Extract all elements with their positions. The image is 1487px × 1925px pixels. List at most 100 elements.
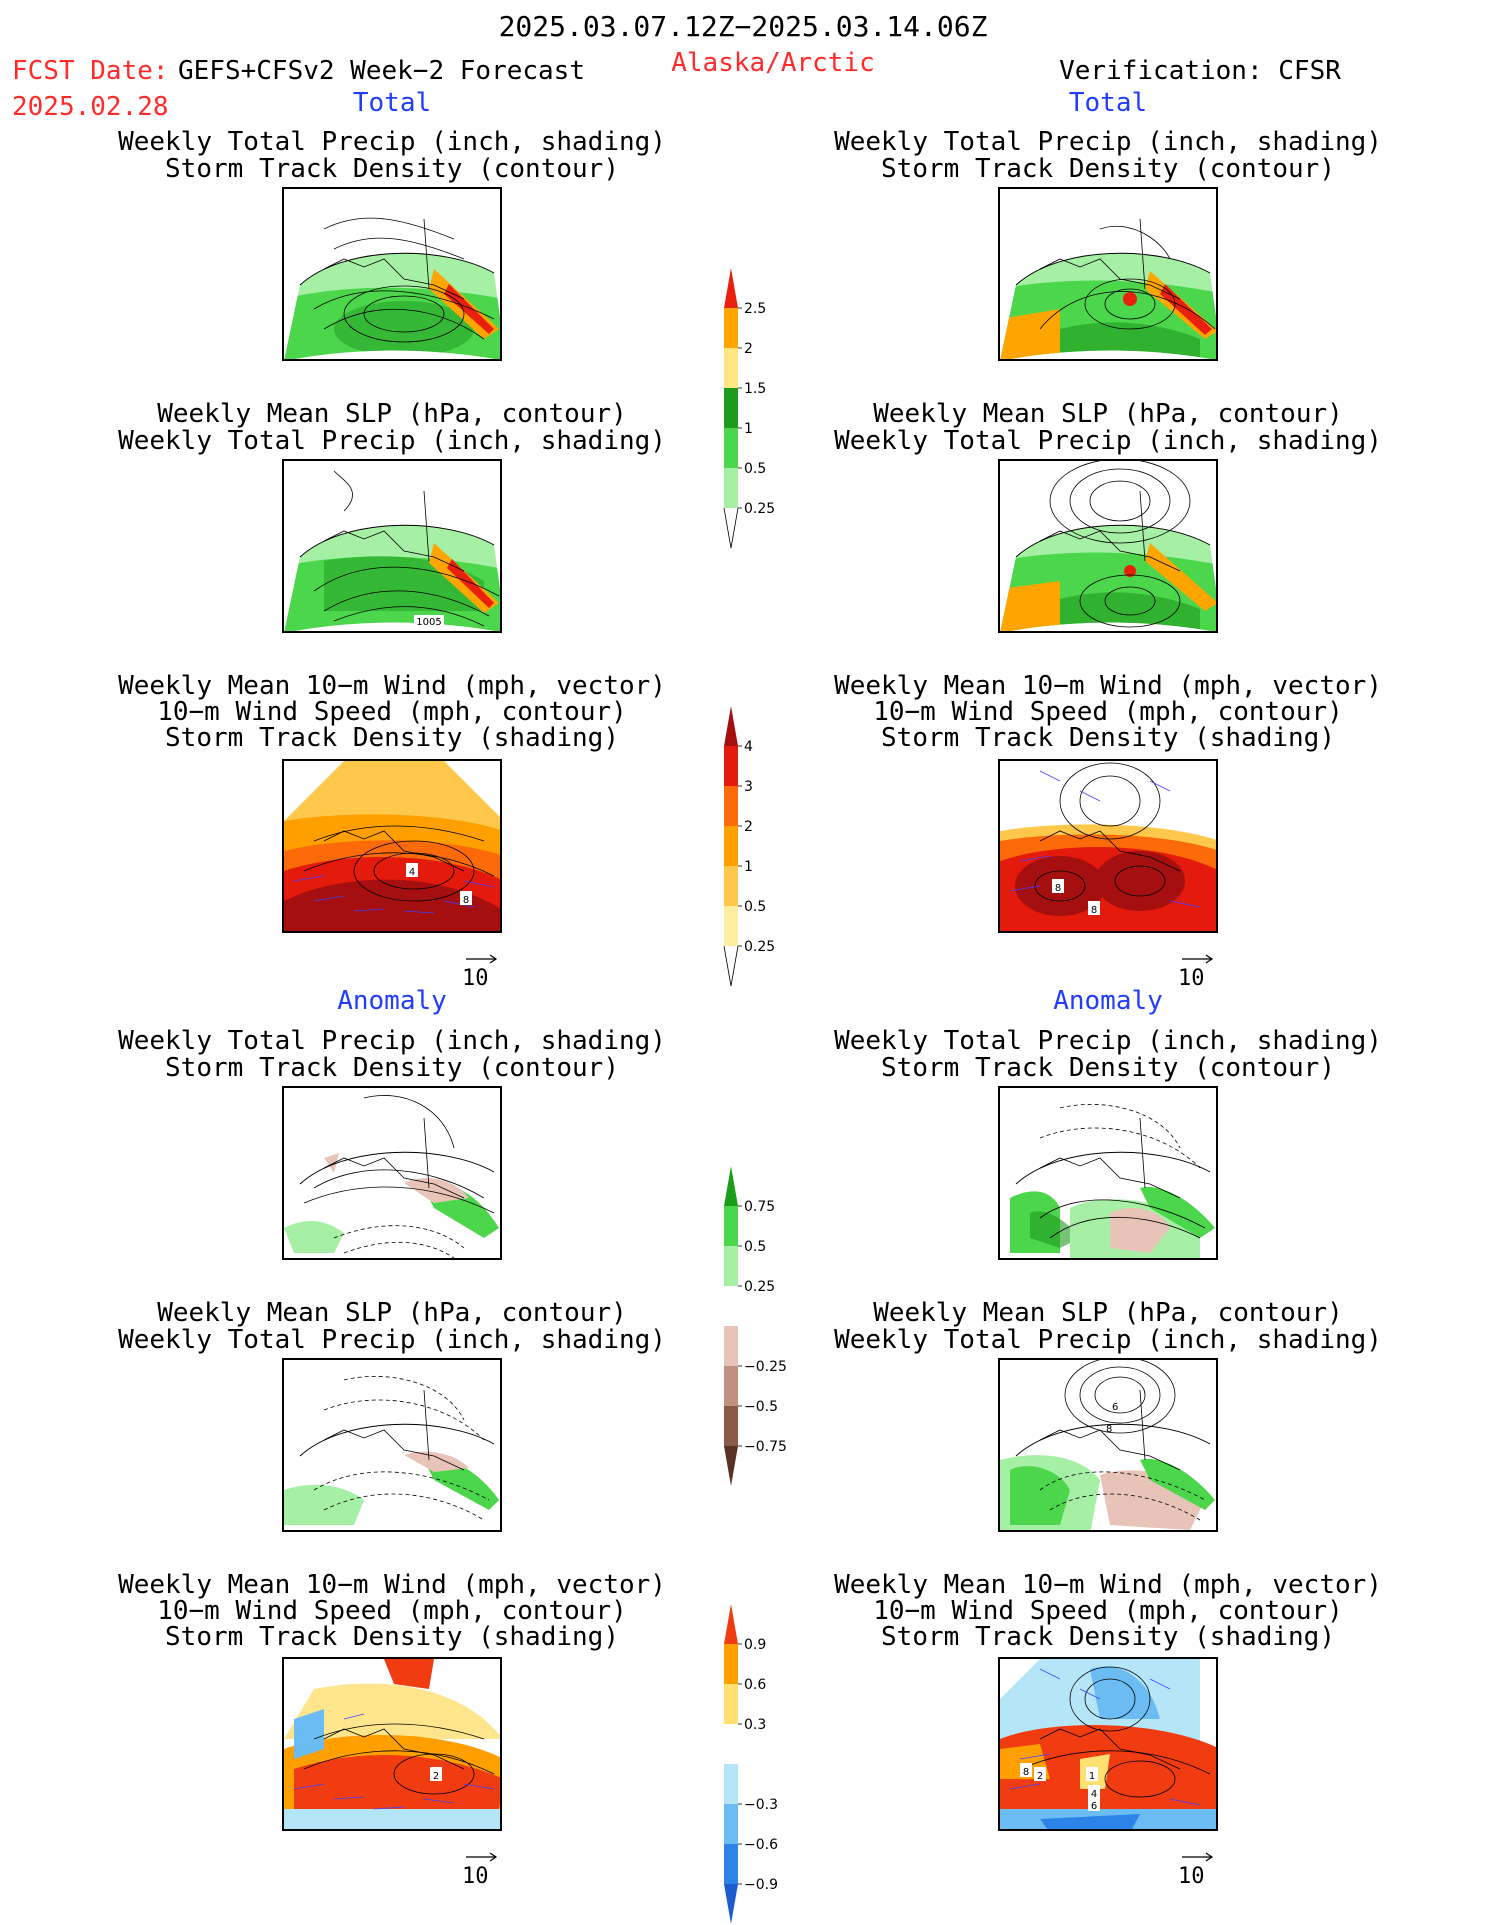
title-wind-anom-right-1: Weekly Mean 10−m Wind (mph, vector)	[834, 1570, 1382, 1600]
storm-total-swatch-3	[724, 826, 738, 866]
storm-anom-label-2: 0.3	[744, 1717, 766, 1733]
title-wind-total-right-2: 10−m Wind Speed (mph, contour)	[873, 697, 1343, 727]
title-wind-anom-left-1: Weekly Mean 10−m Wind (mph, vector)	[118, 1570, 666, 1600]
title-wind-anom-left-2: 10−m Wind Speed (mph, contour)	[157, 1596, 627, 1626]
map-slp-precip-anom-verif: 6 8	[998, 1358, 1218, 1532]
precip-anom-swatch-5	[724, 1366, 738, 1406]
precip-anom-swatch-3	[724, 1286, 738, 1326]
precip-anom-label-3: −0.25	[744, 1359, 787, 1375]
contour-label-wind-av-6: 6	[1091, 1801, 1097, 1812]
storm-anom-top-triangle	[724, 1604, 738, 1644]
map-wind-storm-total-fcst: 4 8	[282, 759, 502, 933]
precip-anom-swatch-4	[724, 1326, 738, 1366]
storm-anom-swatch-6	[724, 1844, 738, 1884]
precip-anom-label-1: 0.5	[744, 1239, 766, 1255]
contour-label-wind-av-2: 2	[1037, 1771, 1043, 1782]
precip-total-bottom-cap	[723, 507, 739, 549]
precip-total-label-0: 2.5	[744, 301, 766, 317]
storm-total-label-3: 1	[744, 859, 753, 875]
title-wind-total-right-1: Weekly Mean 10−m Wind (mph, vector)	[834, 671, 1382, 701]
colorbar-storm-total: 4 3 2 1 0.5 0.25	[720, 706, 790, 1000]
vector-reference-3: 10	[462, 1850, 502, 1890]
precip-total-swatch-1	[724, 308, 738, 348]
title-wind-anom-left-3: Storm Track Density (shading)	[165, 1622, 619, 1652]
precip-total-label-1: 2	[744, 341, 753, 357]
precip-total-swatch-4	[724, 428, 738, 468]
date-range-title: 2025.03.07.12Z−2025.03.14.06Z	[498, 10, 988, 43]
storm-anom-swatch-4	[724, 1764, 738, 1804]
colorbar-precip-total: 2.5 2 1.5 1 0.5 0.25	[720, 268, 790, 562]
storm-anom-label-3: −0.3	[744, 1797, 778, 1813]
map-slp-precip-anom-fcst	[282, 1358, 502, 1532]
map-precip-storm-anom-fcst	[282, 1086, 502, 1260]
colorbar-precip-anom: 0.75 0.5 0.25 −0.25 −0.5 −0.75	[720, 1166, 790, 1486]
title-slp-anom-left-2: Weekly Total Precip (inch, shading)	[118, 1325, 666, 1355]
colorbar-storm-anom: 0.9 0.6 0.3 −0.3 −0.6 −0.9	[720, 1604, 790, 1924]
title-slp-total-left-1: Weekly Mean SLP (hPa, contour)	[157, 399, 627, 429]
storm-total-label-5: 0.25	[744, 939, 775, 955]
title-precip-storm-total-left-2: Storm Track Density (contour)	[165, 154, 619, 184]
map-wind-storm-total-verif: 8 8	[998, 759, 1218, 933]
title-wind-anom-right-3: Storm Track Density (shading)	[881, 1622, 1335, 1652]
precip-anom-label-4: −0.5	[744, 1399, 778, 1415]
title-precip-storm-anom-left-2: Storm Track Density (contour)	[165, 1053, 619, 1083]
section-total-left: Total	[352, 88, 432, 118]
storm-anom-label-1: 0.6	[744, 1677, 766, 1693]
fcst-label: FCST Date:	[12, 56, 169, 86]
section-anomaly-right: Anomaly	[1053, 986, 1163, 1016]
precip-total-swatch-3	[724, 388, 738, 428]
storm-anom-swatch-3	[724, 1724, 738, 1764]
storm-total-label-4: 0.5	[744, 899, 766, 915]
title-wind-total-right-3: Storm Track Density (shading)	[881, 723, 1335, 753]
map-precip-storm-anom-verif	[998, 1086, 1218, 1260]
precip-anom-label-0: 0.75	[744, 1199, 775, 1215]
title-slp-anom-right-2: Weekly Total Precip (inch, shading)	[834, 1325, 1382, 1355]
title-precip-storm-total-right-1: Weekly Total Precip (inch, shading)	[834, 127, 1382, 157]
title-precip-storm-anom-right-1: Weekly Total Precip (inch, shading)	[834, 1026, 1382, 1056]
precip-total-swatch-5	[724, 468, 738, 508]
title-wind-anom-right-2: 10−m Wind Speed (mph, contour)	[873, 1596, 1343, 1626]
storm-anom-bottom-triangle	[724, 1884, 738, 1924]
precip-total-label-5: 0.25	[744, 501, 775, 517]
precip-anom-label-2: 0.25	[744, 1279, 775, 1295]
contour-label-wind-anom-2: 2	[433, 1771, 439, 1782]
storm-total-top-triangle	[724, 706, 738, 746]
storm-total-swatch-4	[724, 866, 738, 906]
contour-label-1005: 1005	[416, 617, 441, 628]
precip-anom-bottom-triangle	[724, 1446, 738, 1486]
title-slp-anom-left-1: Weekly Mean SLP (hPa, contour)	[157, 1298, 627, 1328]
storm-anom-label-4: −0.6	[744, 1837, 778, 1853]
map-slp-precip-total-verif	[998, 459, 1218, 633]
storm-total-bottom-cap	[723, 945, 739, 987]
title-wind-total-left-3: Storm Track Density (shading)	[165, 723, 619, 753]
vector-reference-2: 10	[1178, 952, 1218, 992]
contour-label-wind-av-8: 8	[1023, 1767, 1029, 1778]
title-slp-total-left-2: Weekly Total Precip (inch, shading)	[118, 426, 666, 456]
contour-label-slp-v-6: 6	[1112, 1402, 1118, 1413]
map-wind-storm-anom-verif: 8 2 1 4 6	[998, 1657, 1218, 1831]
storm-total-label-0: 4	[744, 739, 753, 755]
contour-label-slp-v-8: 8	[1106, 1424, 1112, 1435]
section-anomaly-left: Anomaly	[337, 986, 447, 1016]
storm-total-swatch-2	[724, 786, 738, 826]
storm-anom-swatch-1	[724, 1644, 738, 1684]
fcst-model: GEFS+CFSv2 Week−2 Forecast	[178, 56, 585, 86]
storm-total-label-1: 3	[744, 779, 753, 795]
precip-total-label-2: 1.5	[744, 381, 766, 397]
section-total-right: Total	[1068, 88, 1148, 118]
contour-label-wind-av-1: 1	[1089, 1771, 1095, 1782]
precip-anom-top-triangle	[724, 1166, 738, 1206]
precip-total-swatch-2	[724, 348, 738, 388]
contour-label-wind-v-8b: 8	[1091, 905, 1097, 916]
fcst-date: 2025.02.28	[12, 92, 169, 122]
storm-total-swatch-1	[724, 746, 738, 786]
precip-anom-label-5: −0.75	[744, 1439, 787, 1455]
title-wind-total-left-1: Weekly Mean 10−m Wind (mph, vector)	[118, 671, 666, 701]
precip-total-label-4: 0.5	[744, 461, 766, 477]
verification-label: Verification: CFSR	[1059, 56, 1341, 86]
title-precip-storm-anom-right-2: Storm Track Density (contour)	[881, 1053, 1335, 1083]
map-slp-precip-total-fcst: 1005	[282, 459, 502, 633]
region-title: Alaska/Arctic	[671, 48, 875, 78]
title-slp-total-right-2: Weekly Total Precip (inch, shading)	[834, 426, 1382, 456]
vector-reference-4: 10	[1178, 1850, 1218, 1890]
